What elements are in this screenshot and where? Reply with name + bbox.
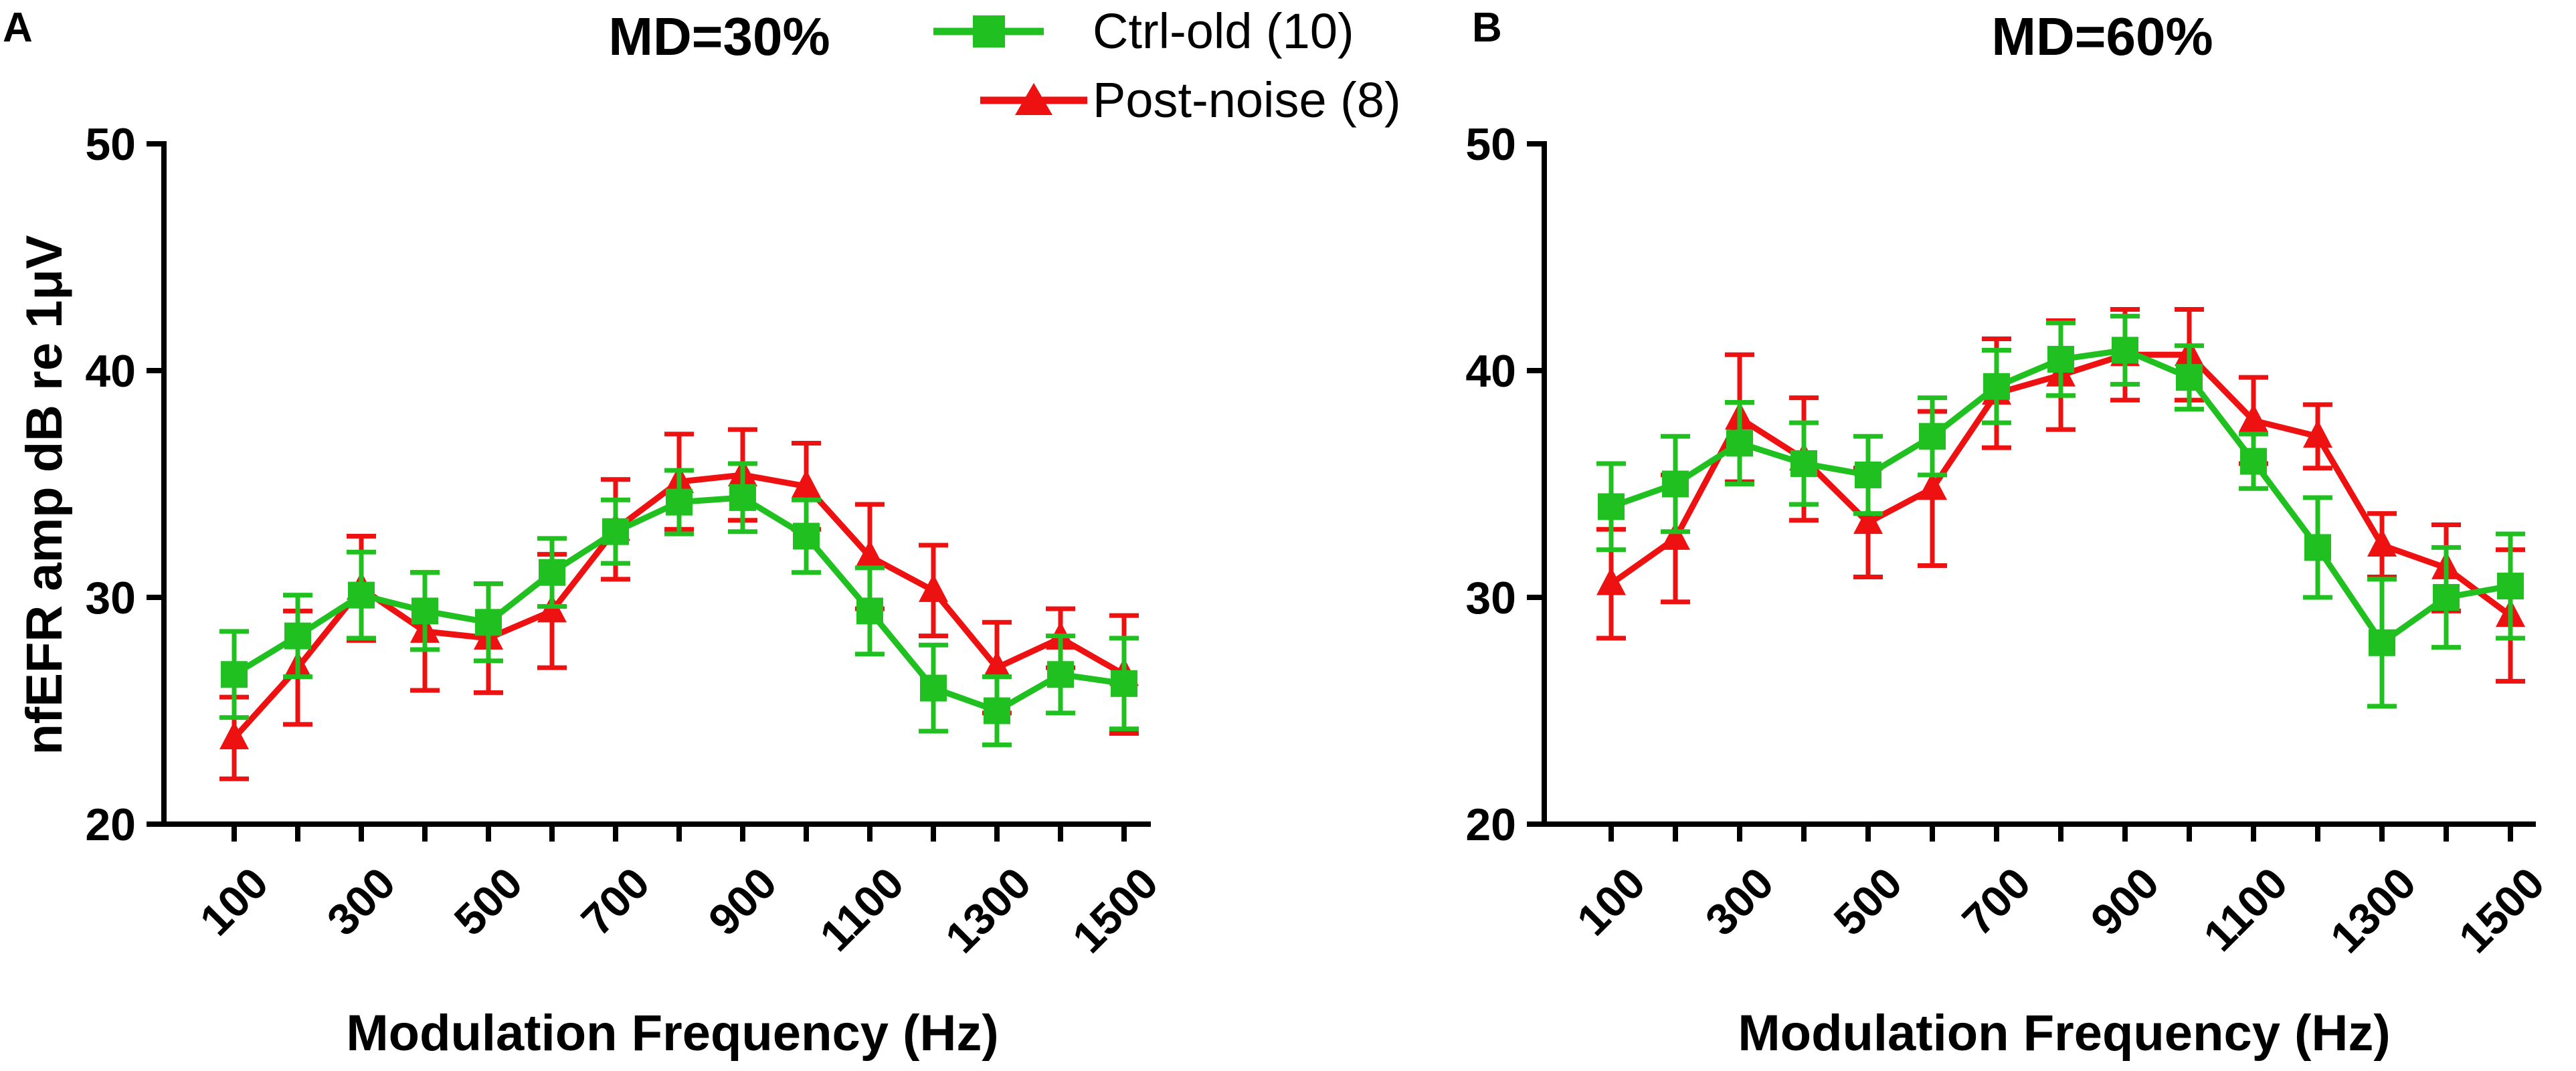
panel-b-x-tick-label: 100: [1567, 858, 1654, 945]
panel-b-y-tick-label: 30: [1465, 573, 1516, 623]
panel-a-y-tick-label: 50: [85, 119, 136, 170]
panel-b-ctrl-old-point: [1598, 493, 1625, 520]
panel-a-ctrl-old-point: [539, 559, 565, 586]
panel-a-y-tick-label: 30: [85, 573, 136, 623]
panel-b-xlabel: Modulation Frequency (Hz): [1738, 1005, 2390, 1062]
panel-a-xlabel: Modulation Frequency (Hz): [346, 1005, 998, 1062]
legend-entry-post-noise: Post-noise (8): [980, 72, 1401, 128]
panel-b-x-tick-label: 900: [2081, 858, 2168, 945]
panel-b-y-tick-label: 20: [1465, 799, 1516, 850]
panel-b-plot: 20 30 40 50 100 300 500 700 900 1100 1300 1500: [1465, 119, 2553, 962]
panel-a-ctrl-old-point: [221, 661, 248, 688]
panel-a-ctrl-old-point: [729, 484, 756, 511]
panel-b-x-tick-label: 300: [1695, 858, 1782, 945]
panel-b-x-tick-label: 1100: [2194, 858, 2297, 961]
panel-b-ctrl-old-point: [1726, 429, 1753, 457]
legend-ctrl-old-label: Ctrl-old (10): [1093, 3, 1354, 59]
panel-b-x-tick-label: 500: [1824, 858, 1911, 945]
panel-a-ctrl-old-point: [793, 522, 820, 550]
panel-b-post-noise-point: [1918, 472, 1947, 500]
panel-b-ctrl-old-point: [2497, 573, 2524, 600]
panel-b-ctrl-old-point: [2433, 584, 2460, 611]
panel-a-x-tick-label: 1500: [1063, 858, 1167, 962]
panel-a-title: MD=30%: [608, 7, 830, 66]
panel-a-x-tick-label: 700: [571, 858, 658, 945]
panel-b-ctrl-old-point: [1662, 470, 1689, 498]
legend-ctrl-old-marker: [973, 15, 1005, 47]
panel-b-ctrl-old-point: [2240, 448, 2267, 475]
panel-a-label: A: [3, 5, 33, 51]
panel-b-label: B: [1472, 5, 1502, 51]
panel-b-post-noise-point: [1661, 521, 1690, 550]
panel-b-ctrl-old-point: [1790, 450, 1817, 477]
panel-a-ctrl-old-point: [856, 597, 883, 625]
panel-a-x-tick-label: 900: [699, 858, 786, 945]
legend-post-noise-marker: [1015, 83, 1052, 115]
panel-b-x-tick-label: 1500: [2449, 858, 2553, 962]
panel-a-y-tick-label: 40: [85, 346, 136, 397]
panel-a-x-tick-label: 300: [317, 858, 404, 945]
legend: Ctrl-old (10) Post-noise (8): [933, 3, 1401, 128]
panel-b-x-tick-label: 1300: [2320, 858, 2425, 962]
panel-a-ctrl-old-point: [284, 622, 311, 650]
panel-b-ctrl-old-point: [1983, 373, 2010, 400]
panel-b-ctrl-old-point: [2112, 336, 2138, 364]
panel-b-ctrl-old-series: [1596, 314, 2525, 709]
panel-a-ctrl-old-point: [984, 697, 1010, 724]
panel-b-ctrl-old-point: [2176, 364, 2203, 391]
panel-a-x-tick-label: 1100: [810, 858, 913, 961]
panel-a-x-tick-label: 100: [190, 858, 277, 945]
panel-b-ctrl-old-point: [2047, 346, 2074, 373]
legend-post-noise-label: Post-noise (8): [1093, 72, 1401, 128]
panel-a-ctrl-old-point: [475, 609, 502, 636]
panel-a-x-tick-label: 1300: [935, 858, 1040, 962]
panel-a-x-tick-label: 500: [444, 858, 531, 945]
panel-a-ctrl-old-point: [602, 518, 629, 545]
panel-a-ctrl-old-point: [1047, 661, 1074, 688]
panel-a-post-noise-point: [982, 651, 1012, 680]
panel-b-ctrl-old-point: [2369, 629, 2395, 656]
panel-a-post-noise-point: [792, 469, 821, 498]
panel-b-post-noise-point: [2367, 528, 2397, 557]
panel-a-ctrl-old-point: [920, 674, 947, 702]
panel-b-ctrl-old-point: [1919, 423, 1946, 450]
panel-a-y-tick-label: 20: [85, 799, 136, 850]
panel-b-post-noise-point: [2239, 403, 2268, 432]
panel-a-post-noise-point: [219, 721, 249, 750]
panel-a-ctrl-old-point: [348, 581, 375, 609]
panel-a-post-noise-point: [919, 573, 948, 602]
panel-b-post-noise-point: [1853, 506, 1883, 534]
panel-b-post-noise-point: [1596, 567, 1626, 595]
panel-a-post-noise-point: [855, 539, 885, 568]
panel-b-ctrl-old-point: [1855, 461, 1881, 488]
panel-b-post-noise-point: [2303, 419, 2332, 448]
panel-b-x-tick-label: 700: [1952, 858, 2039, 945]
panel-b-y-tick-label: 40: [1465, 346, 1516, 397]
panel-a-ylabel: nfEFR amp dB re 1μV: [16, 235, 73, 755]
panel-a-ctrl-old-point: [411, 597, 438, 625]
panel-b-ctrl-old-point: [2304, 534, 2331, 561]
panel-a-plot: 20 30 40 50 100 300 500 700 900 1100 1300 1500: [85, 119, 1167, 962]
legend-entry-ctrl-old: Ctrl-old (10): [933, 3, 1354, 59]
panel-a-ctrl-old-point: [666, 488, 693, 516]
panel-a-ctrl-old-series: [219, 461, 1139, 747]
panel-a-ctrl-old-point: [1111, 670, 1137, 697]
panel-b-y-tick-label: 50: [1465, 119, 1516, 170]
panel-b-title: MD=60%: [1991, 7, 2213, 66]
